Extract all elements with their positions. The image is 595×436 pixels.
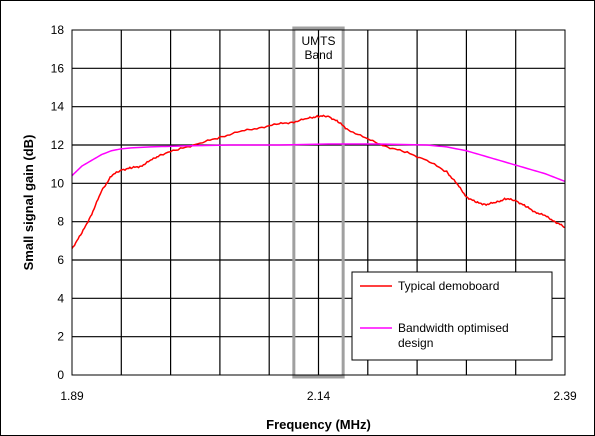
x-axis-label: Frequency (MHz) (266, 417, 371, 432)
y-axis-label: Small signal gain (dB) (21, 135, 36, 271)
y-tick-label: 4 (57, 291, 64, 305)
y-tick-label: 12 (51, 138, 65, 152)
y-tick-label: 0 (57, 368, 64, 382)
y-tick-label: 8 (57, 215, 64, 229)
x-tick-label: 2.39 (553, 389, 577, 403)
legend-label-bandwidth-optimised: Bandwidth optimised design (398, 321, 512, 350)
legend-label-bandwidth-optimised-line1: Bandwidth optimised (398, 321, 509, 335)
legend: Typical demoboard Bandwidth optimised de… (351, 271, 553, 361)
x-tick-label: 2.14 (307, 389, 331, 403)
umts-band-label-line1: UMTS (302, 34, 336, 48)
series-lines (71, 114, 566, 249)
y-tick-label: 14 (51, 100, 65, 114)
y-tick-label: 10 (51, 176, 65, 190)
y-tick-label: 18 (51, 23, 65, 37)
x-tick-label: 1.89 (60, 389, 84, 403)
plot-area-border (71, 29, 566, 376)
x-tick-labels: 1.89 2.14 2.39 (60, 389, 577, 403)
umts-band-rect (292, 26, 345, 379)
series-line-typical-demoboard (71, 114, 566, 249)
y-tick-labels: 0 2 4 6 8 10 12 14 16 18 (51, 23, 65, 382)
y-tick-label: 16 (51, 61, 65, 75)
legend-label-bandwidth-optimised-line2: design (398, 336, 433, 350)
umts-band-label-line2: Band (304, 48, 332, 62)
legend-label-typical-demoboard: Typical demoboard (398, 279, 499, 293)
y-tick-label: 2 (57, 330, 64, 344)
y-tick-label: 6 (57, 253, 64, 267)
umts-band: UMTS Band (292, 26, 345, 379)
series-line-bandwidth-optimised (71, 143, 566, 183)
